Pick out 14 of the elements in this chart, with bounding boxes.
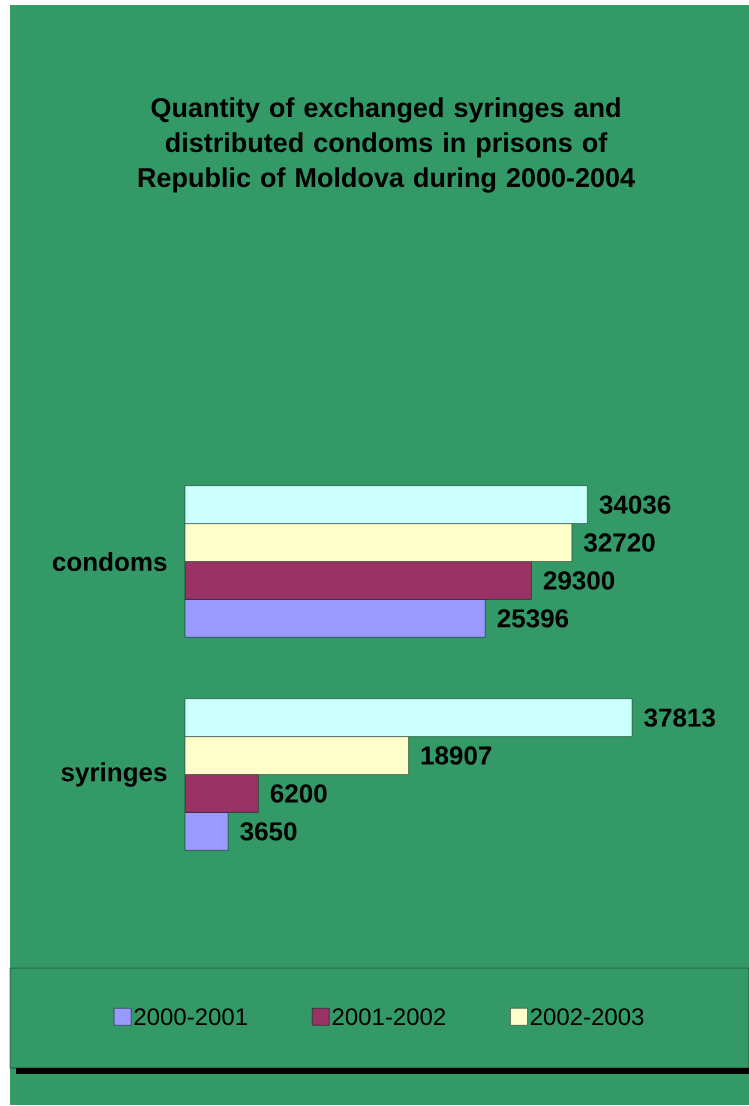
chart-title: Quantity of exchanged syringes and distributed condoms in prisons of Republic of Moldova during 2000-2004 xyxy=(138,97,635,193)
data-label: 32720 xyxy=(583,533,655,552)
data-label: 6200 xyxy=(270,784,327,803)
data-label: 34036 xyxy=(599,495,671,514)
y-tick-label: syringes xyxy=(61,762,167,787)
data-label: 37813 xyxy=(644,708,715,727)
data-label: 29300 xyxy=(543,571,615,590)
legend-label: 2000-2001 xyxy=(134,1008,247,1026)
data-label: 25396 xyxy=(497,609,569,628)
data-label: 18907 xyxy=(421,746,492,765)
data-label: 3650 xyxy=(240,822,297,841)
legend-label: 2002-2003 xyxy=(530,1008,644,1026)
y-tick-label: condoms xyxy=(52,551,167,572)
legend-label: 2001-2002 xyxy=(332,1008,445,1026)
